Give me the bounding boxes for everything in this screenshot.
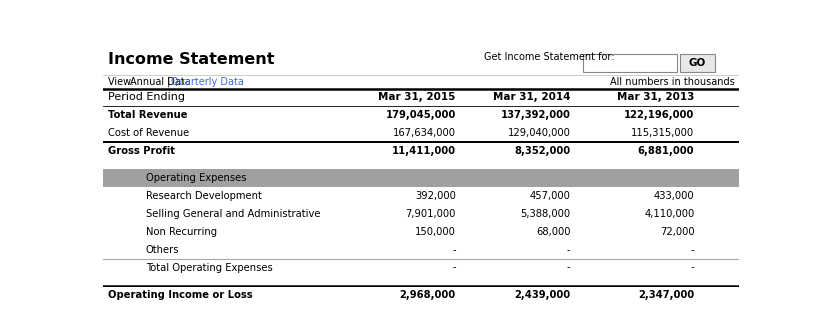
FancyBboxPatch shape bbox=[583, 54, 677, 72]
Text: Cost of Revenue: Cost of Revenue bbox=[108, 128, 189, 138]
Text: 7,901,000: 7,901,000 bbox=[406, 209, 456, 219]
Text: 122,196,000: 122,196,000 bbox=[624, 110, 695, 120]
Text: Period Ending: Period Ending bbox=[108, 92, 185, 102]
Text: Mar 31, 2013: Mar 31, 2013 bbox=[617, 92, 695, 102]
Text: Operating Expenses: Operating Expenses bbox=[146, 173, 246, 183]
Text: Income Statement: Income Statement bbox=[108, 52, 274, 68]
Text: Selling General and Administrative: Selling General and Administrative bbox=[146, 209, 320, 219]
Text: Quarterly Data: Quarterly Data bbox=[172, 77, 244, 87]
Bar bbox=[103, 169, 739, 187]
Text: -: - bbox=[566, 263, 571, 273]
Text: 137,392,000: 137,392,000 bbox=[501, 110, 571, 120]
Text: Gross Profit: Gross Profit bbox=[108, 146, 175, 156]
Text: Get Income Statement for:: Get Income Statement for: bbox=[484, 52, 615, 62]
Text: Research Development: Research Development bbox=[146, 191, 262, 201]
Text: -: - bbox=[452, 245, 456, 255]
Text: 72,000: 72,000 bbox=[660, 227, 695, 237]
Text: 392,000: 392,000 bbox=[415, 191, 456, 201]
Text: 150,000: 150,000 bbox=[415, 227, 456, 237]
Text: Others: Others bbox=[146, 245, 180, 255]
Text: Annual Data: Annual Data bbox=[130, 77, 190, 87]
Text: -: - bbox=[690, 245, 695, 255]
Text: 2,439,000: 2,439,000 bbox=[514, 290, 571, 300]
Text: View:: View: bbox=[108, 77, 137, 87]
Text: -: - bbox=[690, 263, 695, 273]
Text: -: - bbox=[452, 263, 456, 273]
Text: 457,000: 457,000 bbox=[530, 191, 571, 201]
Text: 11,411,000: 11,411,000 bbox=[392, 146, 456, 156]
Text: 68,000: 68,000 bbox=[536, 227, 571, 237]
Text: Non Recurring: Non Recurring bbox=[146, 227, 217, 237]
Text: Total Revenue: Total Revenue bbox=[108, 110, 187, 120]
Text: All numbers in thousands: All numbers in thousands bbox=[610, 77, 735, 87]
FancyBboxPatch shape bbox=[680, 54, 715, 72]
Text: 2,347,000: 2,347,000 bbox=[638, 290, 695, 300]
Text: GO: GO bbox=[689, 58, 706, 68]
Text: Total Operating Expenses: Total Operating Expenses bbox=[146, 263, 273, 273]
Text: Operating Income or Loss: Operating Income or Loss bbox=[108, 290, 252, 300]
Text: 179,045,000: 179,045,000 bbox=[386, 110, 456, 120]
Text: Mar 31, 2014: Mar 31, 2014 bbox=[493, 92, 571, 102]
Text: 167,634,000: 167,634,000 bbox=[392, 128, 456, 138]
Text: 8,352,000: 8,352,000 bbox=[514, 146, 571, 156]
Text: 5,388,000: 5,388,000 bbox=[521, 209, 571, 219]
Text: 4,110,000: 4,110,000 bbox=[644, 209, 695, 219]
Text: 129,040,000: 129,040,000 bbox=[507, 128, 571, 138]
Text: -: - bbox=[566, 245, 571, 255]
Text: 6,881,000: 6,881,000 bbox=[638, 146, 695, 156]
Text: 433,000: 433,000 bbox=[654, 191, 695, 201]
Text: 115,315,000: 115,315,000 bbox=[631, 128, 695, 138]
Text: |: | bbox=[163, 76, 173, 87]
Text: 2,968,000: 2,968,000 bbox=[400, 290, 456, 300]
Text: Mar 31, 2015: Mar 31, 2015 bbox=[378, 92, 456, 102]
